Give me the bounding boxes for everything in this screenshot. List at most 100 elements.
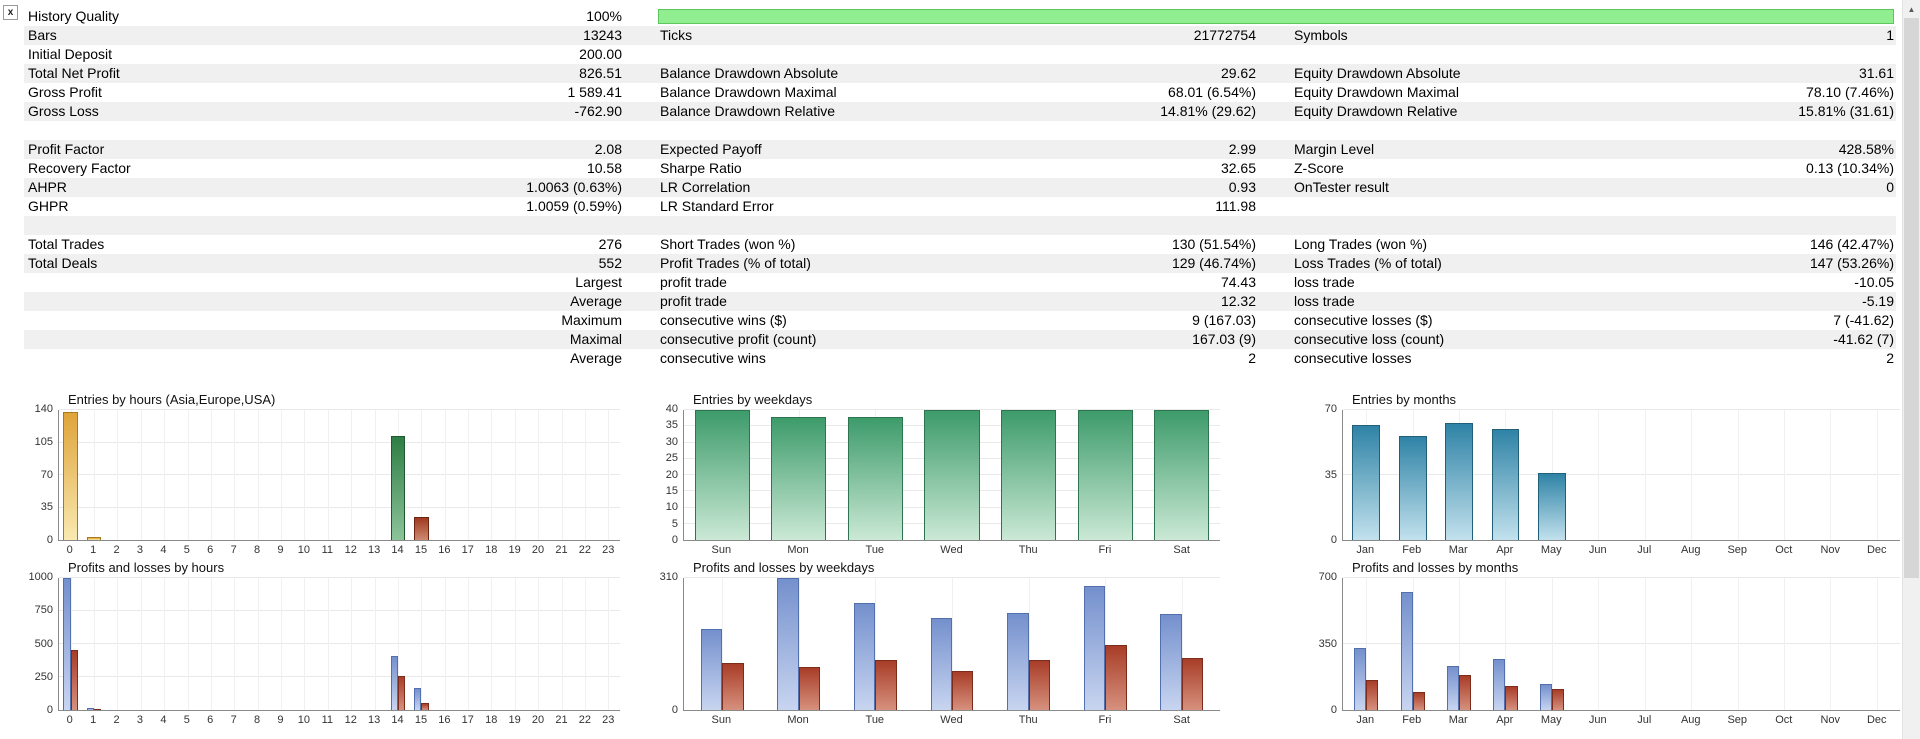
h-gridline <box>59 474 620 475</box>
stat-label: Z-Score <box>1294 160 1344 176</box>
v-gridline <box>444 410 446 540</box>
x-tick-label: Feb <box>1402 544 1422 556</box>
x-tick-label: 9 <box>277 544 284 556</box>
bar-entries-Wed <box>924 410 980 540</box>
v-gridline <box>538 410 540 540</box>
stats-cell-group: Maximum <box>24 311 622 330</box>
stats-cell-group: Initial Deposit 200.00 <box>24 45 622 64</box>
stat-label: profit trade <box>660 293 727 309</box>
bar-losses-Tue <box>875 659 897 710</box>
bar-entries-Fri <box>1077 410 1133 540</box>
bar-entries-Mon <box>771 416 827 540</box>
v-gridline <box>140 578 142 710</box>
stat-label: consecutive wins ($) <box>660 312 787 328</box>
v-gridline <box>164 410 166 540</box>
v-gridline <box>584 578 586 710</box>
x-tick-label: 6 <box>207 714 214 726</box>
stats-cell-group <box>622 45 1256 64</box>
plot <box>58 577 620 711</box>
stats-cell-group: Profit Factor 2.08 <box>24 140 622 159</box>
stat-label: Equity Drawdown Absolute <box>1294 65 1461 81</box>
x-tick-label: Dec <box>1866 714 1887 726</box>
plot <box>58 409 620 541</box>
stat-value: 200.00 <box>579 46 622 62</box>
vertical-scrollbar[interactable]: ▲ <box>1902 0 1920 739</box>
stats-cell-group: Equity Drawdown Relative 15.81% (31.61) <box>1256 102 1896 121</box>
v-gridline <box>875 578 877 710</box>
stats-row: Total Trades 276 Short Trades (won %) 130 (… <box>24 235 1896 254</box>
stat-label: GHPR <box>28 198 69 214</box>
v-gridline <box>1459 578 1461 710</box>
stat-value: 0.93 <box>1228 179 1256 195</box>
x-tick-label: 19 <box>508 544 521 556</box>
stats-row: Gross Loss -762.90 Balance Drawdown Relati… <box>24 102 1896 121</box>
chart-plot-area: 0 5 10 15 20 25 30 35 40 <box>648 403 1220 546</box>
v-gridline <box>444 578 446 710</box>
x-axis: Sun Mon Tue Wed Thu Fri Sat <box>683 714 1220 730</box>
x-tick-label: 2 <box>113 544 120 556</box>
stats-cell-group: Equity Drawdown Maximal 78.10 (7.46%) <box>1256 83 1896 102</box>
scrollbar-thumb[interactable] <box>1904 18 1919 578</box>
bar-losses-1 <box>94 708 102 710</box>
y-tick-label: 350 <box>1318 637 1337 650</box>
stats-row: Largest profit trade 74.43 loss trade -10.05 <box>24 273 1896 292</box>
y-tick-label: 0 <box>671 534 678 546</box>
v-gridline <box>1505 578 1507 710</box>
v-gridline <box>608 578 610 710</box>
v-gridline <box>374 578 376 710</box>
y-axis: 0 310 <box>648 571 683 716</box>
y-tick-label: 0 <box>46 534 53 546</box>
stat-value: Largest <box>575 274 622 290</box>
scroll-up-arrow-icon[interactable]: ▲ <box>1907 4 1916 14</box>
h-gridline <box>59 441 620 443</box>
chart-plot-area: 0 35 70 <box>1300 403 1900 546</box>
stat-label: Sharpe Ratio <box>660 160 742 176</box>
v-gridline <box>421 578 423 710</box>
stat-label: Balance Drawdown Absolute <box>660 65 839 81</box>
stats-cell-group <box>24 121 622 140</box>
y-tick-label: 15 <box>665 484 678 497</box>
chart-entries-by-weekdays: Entries by weekdays 0 5 10 15 20 25 30 35 40 Sun… <box>648 392 1220 560</box>
stat-label: consecutive losses <box>1294 350 1412 366</box>
close-button[interactable]: x <box>3 5 18 20</box>
bar-profits-Thu <box>1007 612 1029 710</box>
x-axis: Jan Feb Mar Apr May Jun Jul Aug Sep Oct Nov Dec <box>1342 544 1900 560</box>
stat-label: Equity Drawdown Maximal <box>1294 84 1459 100</box>
bar-entries-Sat <box>1154 410 1210 540</box>
v-gridline <box>327 578 329 710</box>
x-tick-label: 21 <box>555 544 568 556</box>
y-tick-label: 750 <box>34 604 53 617</box>
x-tick-label: Wed <box>940 714 963 726</box>
stat-value: Average <box>570 350 622 366</box>
y-tick-label: 35 <box>1324 468 1337 481</box>
stats-cell-group: Balance Drawdown Absolute 29.62 <box>622 64 1256 83</box>
stats-row: Bars 13243 Ticks 21772754 Symbols 1 <box>24 26 1896 45</box>
stat-label: Total Deals <box>28 255 98 271</box>
stat-value: 2.99 <box>1228 141 1256 157</box>
x-tick-label: Tue <box>865 714 885 726</box>
x-tick-label: Apr <box>1496 714 1514 726</box>
x-tick-label: 15 <box>414 544 428 556</box>
x-tick-label: Nov <box>1820 544 1841 556</box>
h-gridline <box>1343 643 1900 644</box>
stat-label: Gross Loss <box>28 103 99 119</box>
v-gridline <box>1830 410 1832 540</box>
v-gridline <box>210 410 212 540</box>
stats-cell-group: Z-Score 0.13 (10.34%) <box>1256 159 1896 178</box>
stats-row: Maximum consecutive wins ($) 9 (167.03) con… <box>24 311 1896 330</box>
stats-cell-group: consecutive wins ($) 9 (167.03) <box>622 311 1256 330</box>
v-gridline <box>281 410 283 540</box>
plot <box>683 409 1220 541</box>
bar-losses-Mon <box>798 667 821 710</box>
bar-profits-Mon <box>777 578 799 710</box>
x-tick-label: Sep <box>1727 714 1748 726</box>
stat-label: LR Standard Error <box>660 198 774 214</box>
x-tick-label: Sun <box>711 544 732 556</box>
x-tick-label: Jan <box>1356 544 1375 556</box>
stat-label: LR Correlation <box>660 179 751 195</box>
bar-profits-Sat <box>1160 614 1182 710</box>
x-tick-label: 11 <box>321 544 333 556</box>
v-gridline <box>187 578 189 710</box>
y-tick-label: 30 <box>665 435 678 448</box>
x-tick-label: 18 <box>485 714 498 726</box>
